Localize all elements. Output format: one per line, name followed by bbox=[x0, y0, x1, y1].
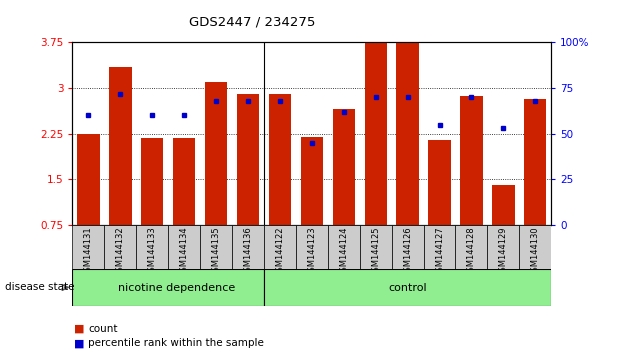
Text: GSM144134: GSM144134 bbox=[180, 226, 188, 277]
Bar bbox=[455, 225, 488, 269]
Bar bbox=[396, 42, 419, 225]
Bar bbox=[428, 140, 450, 225]
Text: ■: ■ bbox=[74, 338, 85, 348]
Bar bbox=[264, 225, 296, 269]
Bar bbox=[237, 94, 259, 225]
Bar bbox=[301, 137, 323, 225]
Bar bbox=[72, 225, 105, 269]
Text: GSM144126: GSM144126 bbox=[403, 226, 412, 277]
Bar bbox=[392, 225, 423, 269]
Text: GSM144128: GSM144128 bbox=[467, 226, 476, 277]
Bar bbox=[360, 225, 392, 269]
Text: GSM144131: GSM144131 bbox=[84, 226, 93, 277]
Bar bbox=[168, 225, 200, 269]
Bar bbox=[269, 94, 291, 225]
Text: GSM144123: GSM144123 bbox=[307, 226, 316, 277]
Bar bbox=[105, 225, 136, 269]
Text: nicotine dependence: nicotine dependence bbox=[118, 282, 235, 293]
Text: GSM144129: GSM144129 bbox=[499, 226, 508, 276]
Bar bbox=[461, 96, 483, 225]
Bar bbox=[136, 225, 168, 269]
Bar bbox=[519, 225, 551, 269]
Bar bbox=[328, 225, 360, 269]
Bar bbox=[492, 185, 515, 225]
Bar bbox=[296, 225, 328, 269]
Bar bbox=[232, 225, 264, 269]
Bar bbox=[109, 67, 132, 225]
Bar bbox=[423, 225, 455, 269]
Text: GSM144124: GSM144124 bbox=[340, 226, 348, 276]
Text: control: control bbox=[388, 282, 427, 293]
Bar bbox=[488, 225, 519, 269]
Bar bbox=[77, 133, 100, 225]
Text: ■: ■ bbox=[74, 324, 85, 333]
Bar bbox=[365, 42, 387, 225]
Bar bbox=[264, 269, 551, 306]
Text: GSM144133: GSM144133 bbox=[148, 226, 157, 277]
Bar bbox=[72, 269, 264, 306]
Text: GSM144125: GSM144125 bbox=[371, 226, 380, 276]
Bar bbox=[173, 138, 195, 225]
Text: GSM144130: GSM144130 bbox=[531, 226, 540, 277]
Text: GSM144122: GSM144122 bbox=[275, 226, 284, 276]
Bar bbox=[524, 99, 546, 225]
Text: count: count bbox=[88, 324, 118, 333]
Text: percentile rank within the sample: percentile rank within the sample bbox=[88, 338, 264, 348]
Text: GSM144132: GSM144132 bbox=[116, 226, 125, 277]
Text: GDS2447 / 234275: GDS2447 / 234275 bbox=[189, 16, 315, 29]
Bar bbox=[141, 138, 163, 225]
Text: disease state: disease state bbox=[5, 282, 74, 292]
Bar bbox=[200, 225, 232, 269]
Text: GSM144127: GSM144127 bbox=[435, 226, 444, 277]
Text: GSM144136: GSM144136 bbox=[244, 226, 253, 277]
Bar bbox=[205, 82, 227, 225]
Text: GSM144135: GSM144135 bbox=[212, 226, 220, 277]
Bar bbox=[333, 109, 355, 225]
